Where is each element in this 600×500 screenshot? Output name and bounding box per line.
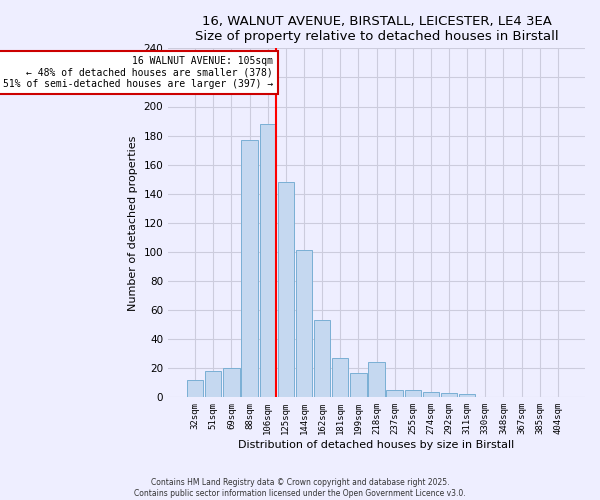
Title: 16, WALNUT AVENUE, BIRSTALL, LEICESTER, LE4 3EA
Size of property relative to det: 16, WALNUT AVENUE, BIRSTALL, LEICESTER, … — [195, 15, 559, 43]
Bar — [314, 320, 330, 398]
Bar — [332, 358, 349, 398]
Bar — [296, 250, 312, 398]
Bar — [260, 124, 276, 398]
Text: 16 WALNUT AVENUE: 105sqm
← 48% of detached houses are smaller (378)
51% of semi-: 16 WALNUT AVENUE: 105sqm ← 48% of detach… — [3, 56, 273, 89]
X-axis label: Distribution of detached houses by size in Birstall: Distribution of detached houses by size … — [238, 440, 515, 450]
Bar — [187, 380, 203, 398]
Bar — [223, 368, 239, 398]
Bar — [441, 393, 457, 398]
Text: Contains HM Land Registry data © Crown copyright and database right 2025.
Contai: Contains HM Land Registry data © Crown c… — [134, 478, 466, 498]
Bar — [368, 362, 385, 398]
Bar — [386, 390, 403, 398]
Bar — [350, 372, 367, 398]
Bar — [423, 392, 439, 398]
Bar — [404, 390, 421, 398]
Bar — [205, 371, 221, 398]
Bar — [278, 182, 294, 398]
Bar — [459, 394, 475, 398]
Bar — [241, 140, 258, 398]
Y-axis label: Number of detached properties: Number of detached properties — [128, 135, 138, 310]
